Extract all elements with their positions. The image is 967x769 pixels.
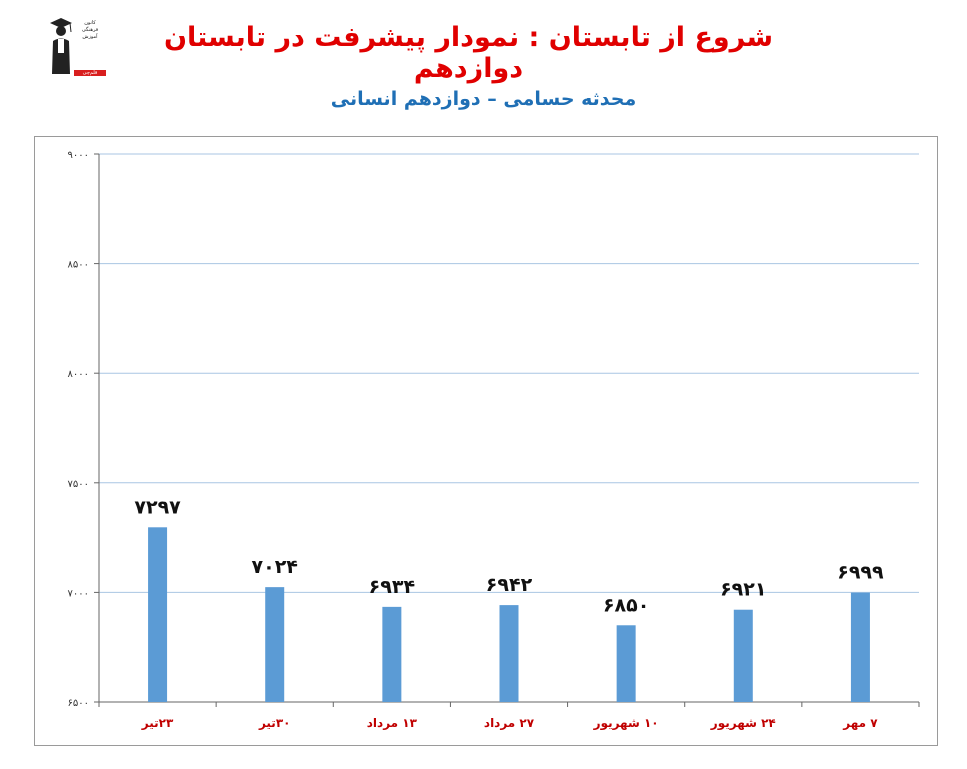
data-label: ۶۹۴۲ xyxy=(486,574,533,596)
bar xyxy=(616,625,636,702)
x-tick-label: ۲۷ مرداد xyxy=(484,716,535,730)
logo: کانون فرهنگی آموزش قلم‌چی xyxy=(48,14,106,76)
logo-line: کانون xyxy=(84,20,96,26)
x-tick-label: ۲۳تیر xyxy=(141,716,174,730)
y-tick-label: ۹۰۰۰ xyxy=(68,150,89,161)
y-tick-label: ۷۰۰۰ xyxy=(68,588,89,599)
chart-frame xyxy=(34,136,938,746)
bar xyxy=(382,606,402,702)
bar xyxy=(499,605,519,702)
data-label: ۷۰۲۴ xyxy=(252,556,298,578)
logo-line: فرهنگی xyxy=(81,27,99,33)
graduate-icon xyxy=(50,18,72,74)
data-label: ۶۸۵۰ xyxy=(603,594,649,616)
y-tick-label: ۸۰۰۰ xyxy=(68,369,89,380)
page-subtitle: محدثه حسامی – دوازدهم انسانی xyxy=(330,88,637,110)
data-label: ۶۹۲۱ xyxy=(720,579,766,601)
data-label: ۷۲۹۷ xyxy=(134,496,181,518)
bar xyxy=(850,592,870,702)
bar xyxy=(148,527,168,702)
x-tick-label: ۱۰ شهریور xyxy=(593,716,659,731)
logo-line: آموزش xyxy=(82,34,98,40)
bar xyxy=(733,609,753,702)
bar xyxy=(265,587,285,702)
x-tick-label: ۱۳ مرداد xyxy=(367,716,418,730)
logo-tag: قلم‌چی xyxy=(74,70,106,76)
y-tick-label: ۷۵۰۰ xyxy=(68,479,89,490)
data-label: ۶۹۹۹ xyxy=(837,562,884,584)
y-tick-label: ۶۵۰۰ xyxy=(68,698,89,709)
page-title: شروع از تابستان : نمودار پیشرفت در تابست… xyxy=(163,22,774,84)
x-tick-label: ۲۴ شهریور xyxy=(710,716,776,731)
data-label: ۶۹۳۴ xyxy=(369,576,415,598)
x-tick-label: ۳۰تیر xyxy=(258,716,291,730)
y-tick-label: ۸۵۰۰ xyxy=(68,260,89,271)
x-tick-label: ۷ مهر xyxy=(842,716,878,730)
